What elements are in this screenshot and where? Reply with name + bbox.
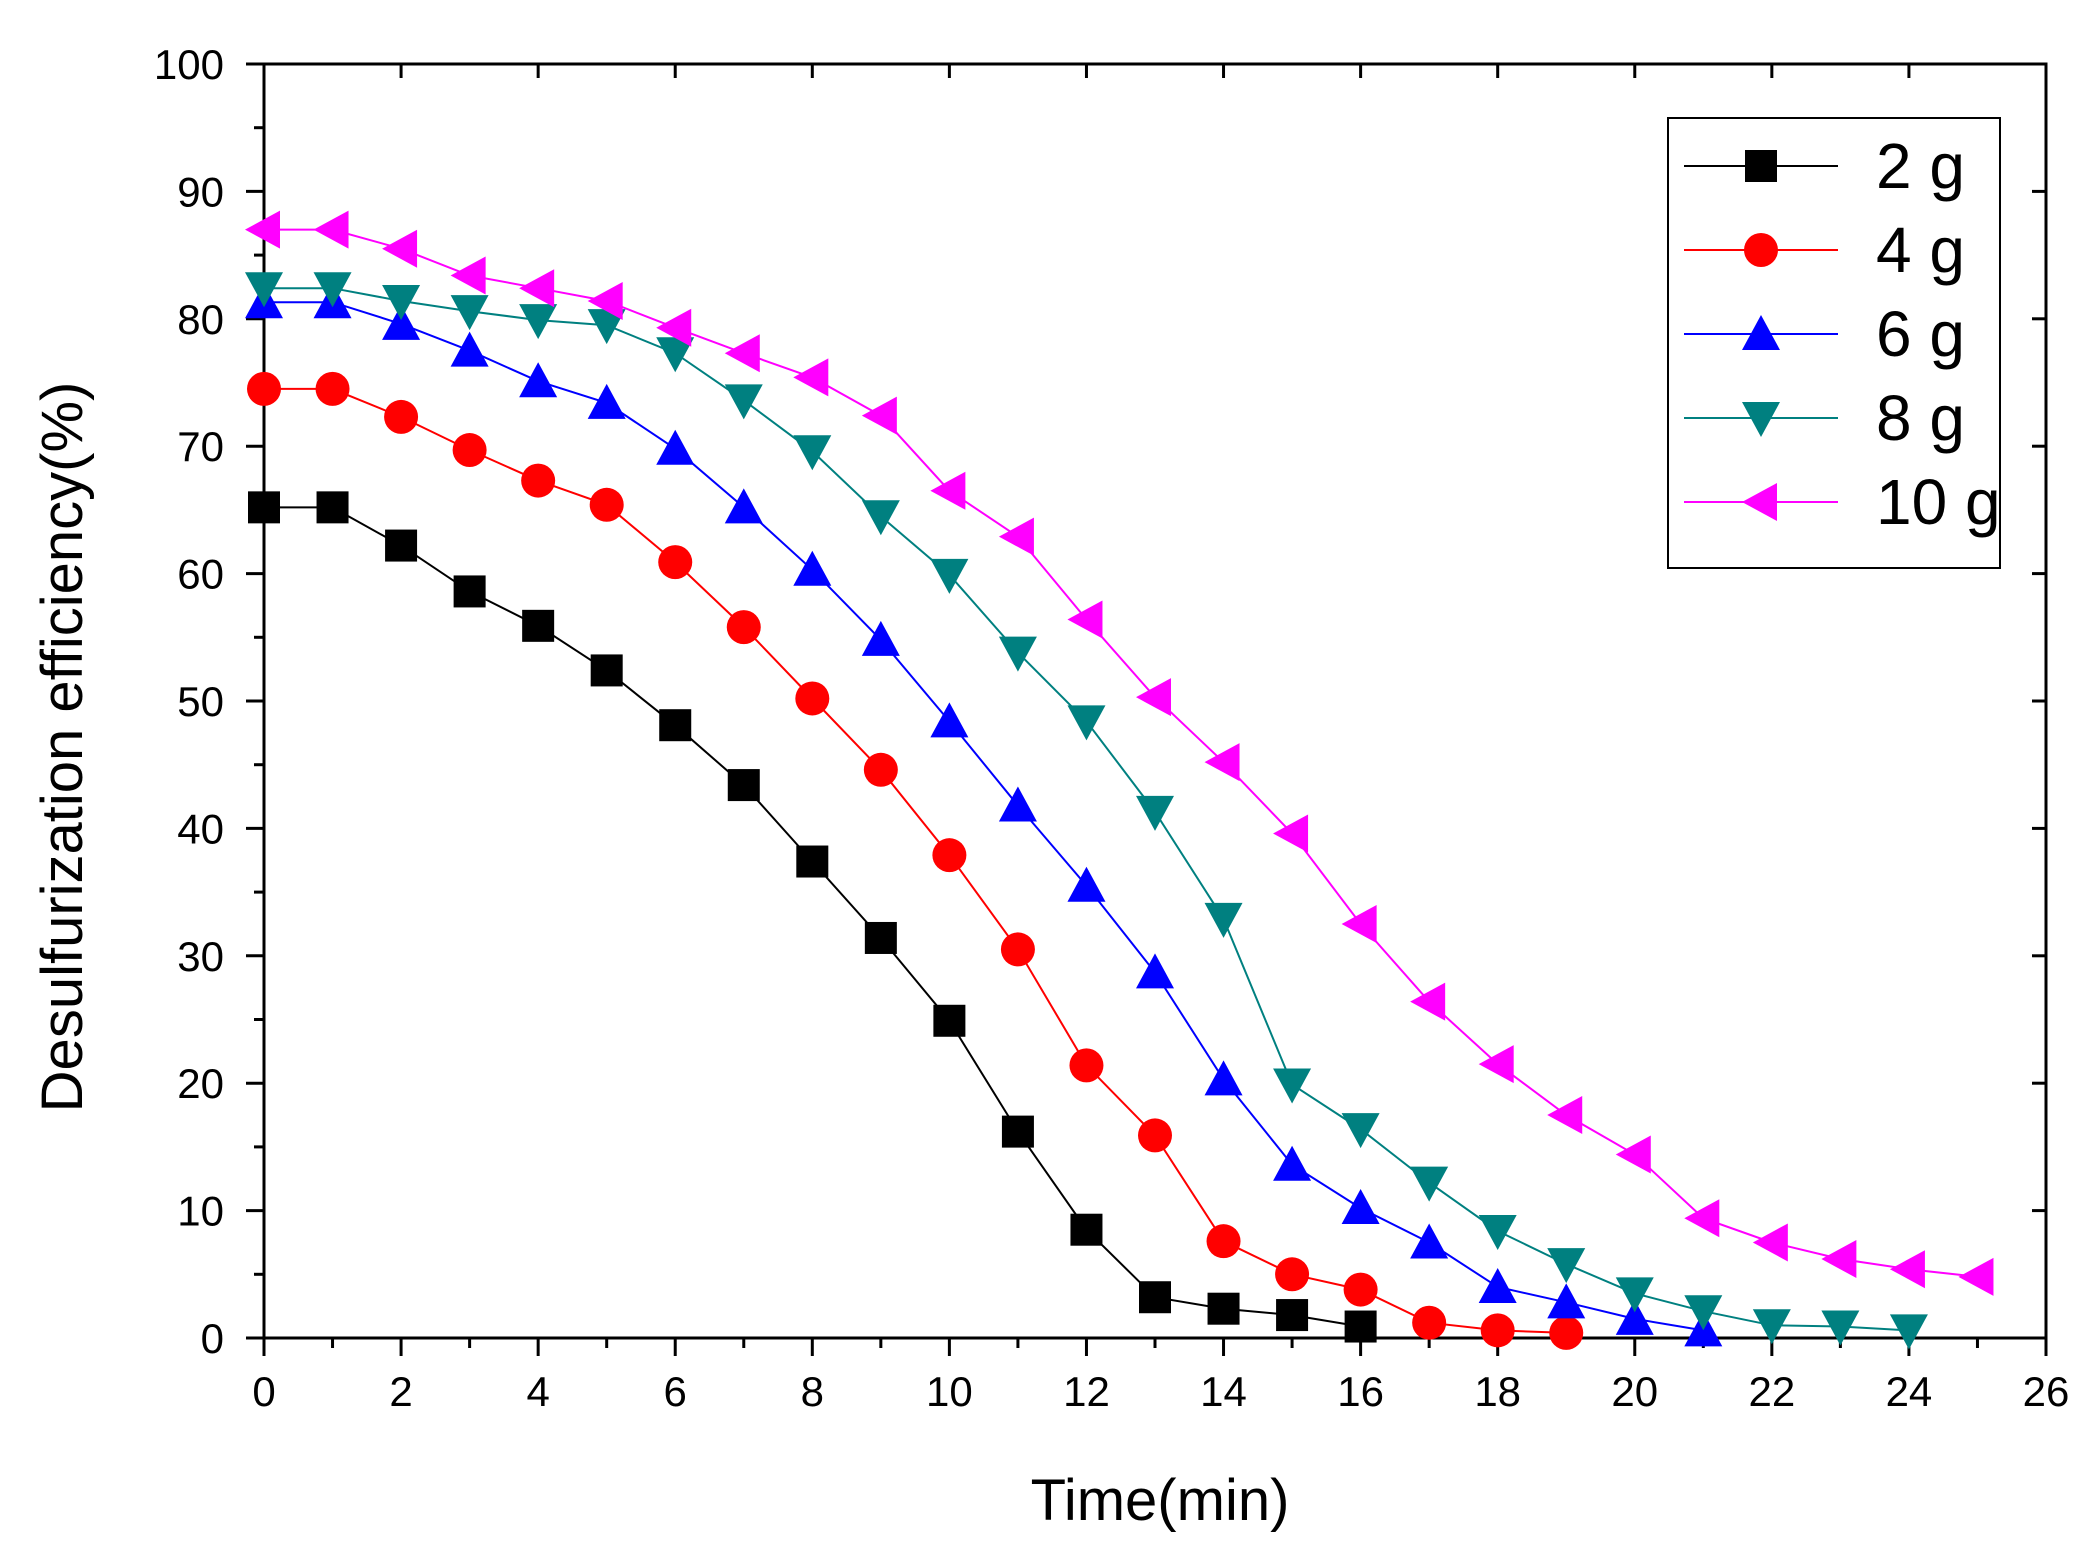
data-point — [1002, 1116, 1034, 1148]
data-point — [864, 753, 898, 787]
data-point — [1481, 1313, 1515, 1347]
data-point — [384, 400, 418, 434]
x-tick-label: 20 — [1611, 1368, 1658, 1415]
x-axis-title: Time(min) — [1031, 1468, 1290, 1533]
data-point — [590, 488, 624, 522]
y-tick-label: 20 — [177, 1060, 224, 1107]
data-point — [317, 491, 349, 523]
legend-label: 8 g — [1876, 382, 1965, 454]
data-point — [1001, 932, 1035, 966]
data-point — [1138, 1118, 1172, 1152]
data-point — [522, 610, 554, 642]
x-tick-label: 24 — [1886, 1368, 1933, 1415]
x-tick-label: 22 — [1748, 1368, 1795, 1415]
data-point — [659, 709, 691, 741]
data-point — [385, 530, 417, 562]
x-tick-label: 10 — [926, 1368, 973, 1415]
y-tick-label: 40 — [177, 805, 224, 852]
x-tick-label: 0 — [252, 1368, 275, 1415]
y-tick-label: 0 — [201, 1315, 224, 1362]
data-point — [932, 838, 966, 872]
data-point — [1207, 1224, 1241, 1258]
y-tick-label: 90 — [177, 168, 224, 215]
data-point — [727, 610, 761, 644]
data-point — [591, 654, 623, 686]
y-tick-label: 80 — [177, 296, 224, 343]
x-tick-label: 12 — [1063, 1368, 1110, 1415]
y-tick-label: 70 — [177, 423, 224, 470]
data-point — [1412, 1306, 1446, 1340]
data-point — [865, 922, 897, 954]
y-tick-label: 30 — [177, 933, 224, 980]
legend-marker — [1744, 233, 1778, 267]
x-tick-label: 16 — [1337, 1368, 1384, 1415]
data-point — [248, 491, 280, 523]
x-tick-label: 2 — [389, 1368, 412, 1415]
data-point — [1345, 1311, 1377, 1343]
x-tick-label: 6 — [664, 1368, 687, 1415]
legend-label: 6 g — [1876, 298, 1965, 370]
x-tick-label: 14 — [1200, 1368, 1247, 1415]
data-point — [316, 372, 350, 406]
data-point — [1139, 1281, 1171, 1313]
data-point — [1549, 1316, 1583, 1350]
legend-label: 2 g — [1876, 130, 1965, 202]
x-tick-label: 26 — [2023, 1368, 2070, 1415]
data-point — [1070, 1214, 1102, 1246]
data-point — [796, 846, 828, 878]
data-point — [1275, 1257, 1309, 1291]
desulfurization-chart: 0 2 4 6 8 10 12 14 16 18 20 22 24 2601020304050607080… — [0, 0, 2100, 1554]
legend-label: 4 g — [1876, 214, 1965, 286]
data-point — [658, 545, 692, 579]
x-tick-label: 8 — [801, 1368, 824, 1415]
data-point — [1276, 1299, 1308, 1331]
y-axis-title: Desulfurization efficiency(%) — [30, 382, 95, 1113]
legend: 2 g 4 g 6 g 8 g 10 g — [1668, 118, 2001, 568]
data-point — [1069, 1048, 1103, 1082]
y-tick-label: 50 — [177, 678, 224, 725]
data-point — [454, 575, 486, 607]
data-point — [933, 1005, 965, 1037]
data-point — [521, 464, 555, 498]
data-point — [1344, 1273, 1378, 1307]
legend-label: 10 g — [1876, 466, 2001, 538]
x-tick-label: 4 — [526, 1368, 549, 1415]
y-tick-label: 60 — [177, 551, 224, 598]
y-tick-label: 100 — [154, 41, 224, 88]
data-point — [247, 372, 281, 406]
data-point — [1208, 1293, 1240, 1325]
y-tick-label: 10 — [177, 1188, 224, 1235]
data-point — [795, 681, 829, 715]
legend-marker — [1745, 150, 1777, 182]
data-point — [453, 433, 487, 467]
data-point — [728, 769, 760, 801]
x-tick-label: 18 — [1474, 1368, 1521, 1415]
